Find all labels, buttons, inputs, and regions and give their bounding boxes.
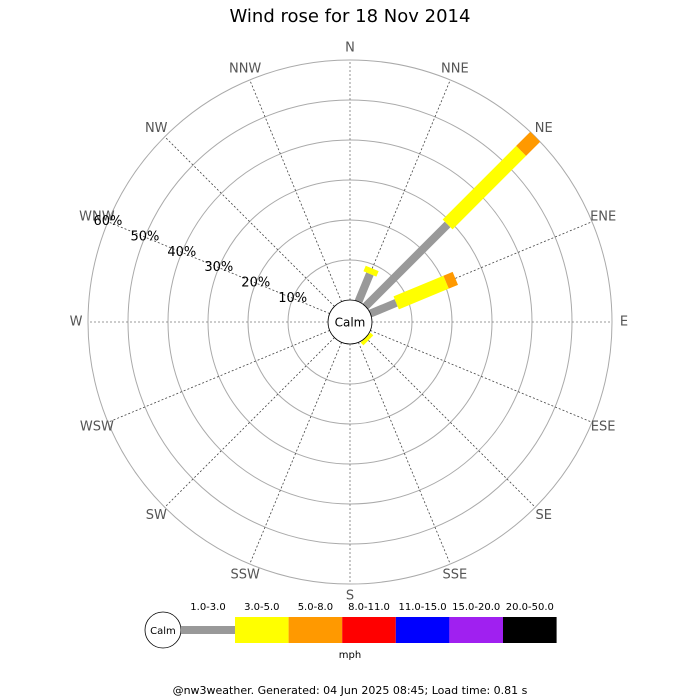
direction-label: SE xyxy=(536,508,552,523)
bar-segment xyxy=(362,221,451,310)
direction-label: SSW xyxy=(230,568,260,583)
legend-label: 3.0-5.0 xyxy=(244,602,279,613)
legend-label: 1.0-3.0 xyxy=(190,602,225,613)
bar-segment xyxy=(360,332,374,346)
legend-swatch xyxy=(235,617,289,643)
ring-label: 60% xyxy=(93,214,122,229)
spoke xyxy=(249,342,342,565)
legend-label: 11.0-15.0 xyxy=(399,602,447,613)
direction-label: E xyxy=(620,315,628,330)
legend-swatch xyxy=(342,617,396,643)
ring-label: 30% xyxy=(204,260,233,275)
direction-label: N xyxy=(345,41,355,56)
direction-label: NW xyxy=(145,121,168,136)
spoke xyxy=(358,342,451,565)
spoke xyxy=(107,221,330,314)
footer: @nw3weather. Generated: 04 Jun 2025 08:4… xyxy=(173,684,528,697)
legend-swatch xyxy=(288,617,343,643)
legend-label: 20.0-50.0 xyxy=(506,602,554,613)
ring-label: 20% xyxy=(241,275,270,290)
direction-label: NNW xyxy=(229,61,261,76)
legend-label: 8.0-11.0 xyxy=(348,602,390,613)
calm-circle xyxy=(327,299,373,345)
legend-swatch xyxy=(503,617,557,643)
direction-label: ESE xyxy=(591,419,616,434)
legend-label: 15.0-20.0 xyxy=(452,602,500,613)
direction-label: SSE xyxy=(442,568,467,583)
spoke xyxy=(107,330,330,423)
ring-label: 50% xyxy=(130,230,159,245)
bar-segment xyxy=(516,131,541,156)
legend-unit: mph xyxy=(339,650,361,661)
direction-label: NE xyxy=(535,121,553,136)
direction-label: ENE xyxy=(590,210,616,225)
direction-label: WNW xyxy=(79,210,115,225)
legend-swatch xyxy=(449,617,503,643)
direction-label: NNE xyxy=(441,61,469,76)
spoke xyxy=(249,79,342,302)
legend-calm-label: Calm xyxy=(150,626,176,637)
direction-label: WSW xyxy=(80,419,114,434)
bar-segment xyxy=(443,271,459,289)
bar-segment xyxy=(354,272,374,304)
bar-segment xyxy=(363,265,379,277)
direction-label: S xyxy=(346,589,354,604)
calm-label: Calm xyxy=(335,316,366,330)
bar-segment xyxy=(442,145,527,230)
spoke xyxy=(164,136,335,307)
spoke xyxy=(358,79,451,302)
ring-label: 10% xyxy=(278,291,307,306)
spoke xyxy=(370,330,593,423)
legend-swatch xyxy=(395,617,450,643)
spoke xyxy=(164,337,335,508)
grid-ring xyxy=(87,59,613,585)
direction-label: W xyxy=(70,315,83,330)
legend-label: 5.0-8.0 xyxy=(298,602,333,613)
spoke xyxy=(365,337,536,508)
chart-title: Wind rose for 18 Nov 2014 xyxy=(230,6,471,27)
bar-segment xyxy=(393,275,449,310)
ring-label: 40% xyxy=(167,245,196,260)
bar-segment xyxy=(368,299,398,318)
direction-label: SW xyxy=(146,508,167,523)
